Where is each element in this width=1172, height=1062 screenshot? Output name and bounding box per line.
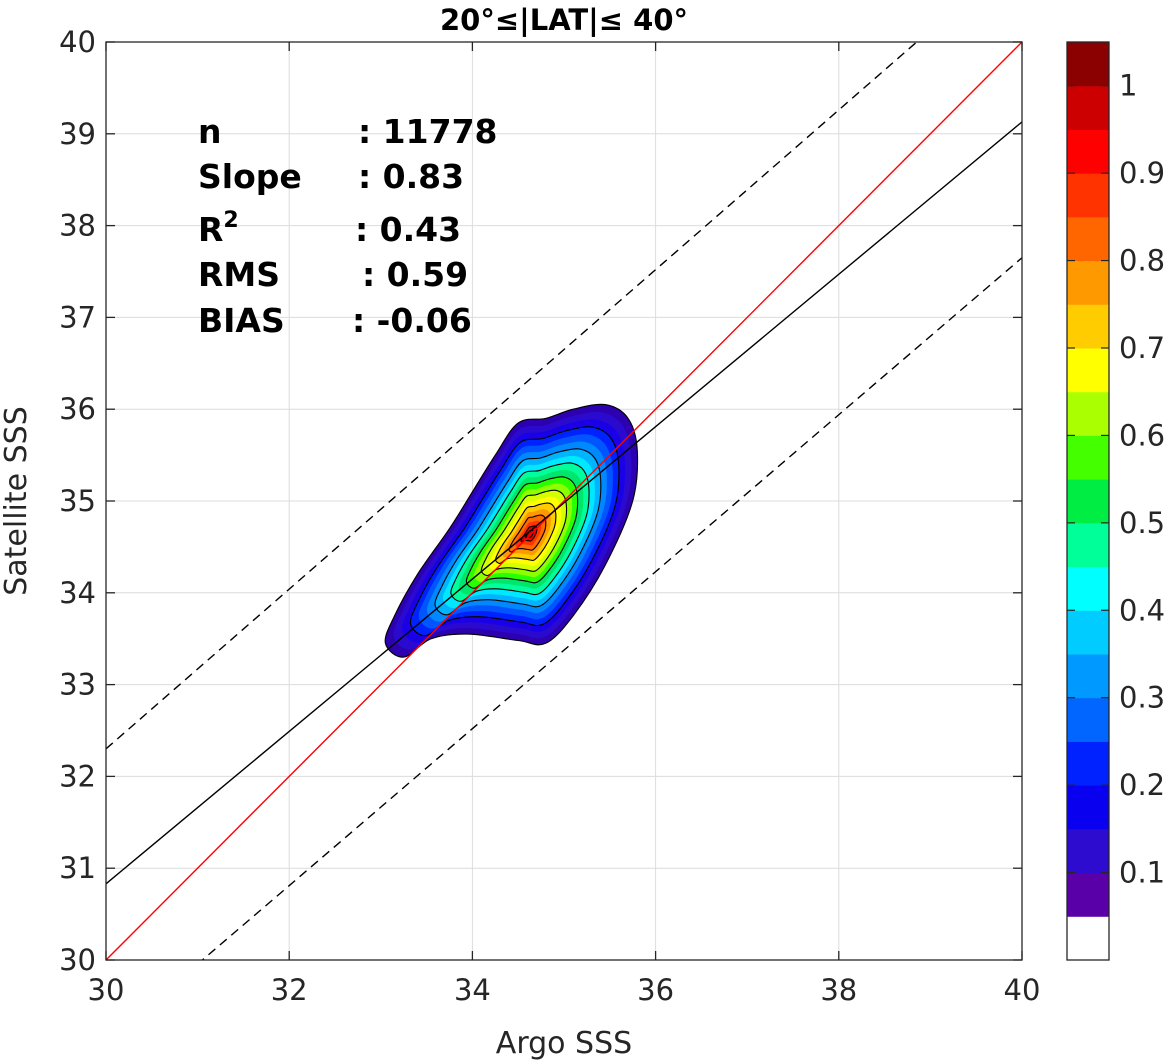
colorbar-frame	[1066, 41, 1110, 961]
colorbar-band	[1067, 260, 1109, 305]
colorbar-tick-label: 0.5	[1119, 506, 1165, 540]
colorbar-band	[1067, 304, 1109, 349]
colorbar-band	[1067, 522, 1109, 568]
lower-bound-line	[201, 257, 1022, 960]
stat-value: : 11778	[358, 112, 498, 151]
colorbar-band	[1067, 785, 1109, 830]
colorbar-tick-label: 0.2	[1119, 768, 1165, 802]
stat-value: : 0.59	[362, 255, 468, 294]
y-tick-label: 38	[59, 209, 96, 243]
stat-value: : 0.43	[355, 210, 461, 249]
stat-value: : 0.83	[358, 157, 464, 196]
colorbar-band	[1067, 129, 1109, 174]
density-level	[525, 529, 534, 539]
colorbar-band	[1067, 654, 1109, 699]
colorbar-band	[1067, 566, 1109, 611]
reference-lines	[106, 42, 1022, 960]
stat-label: RMS	[198, 255, 280, 294]
y-tick-label: 37	[59, 300, 96, 334]
x-tick-label: 38	[820, 973, 857, 1007]
colorbar-tick-label: 0.1	[1119, 856, 1165, 890]
x-axis-label: Argo SSS	[496, 1026, 632, 1061]
y-tick-label: 32	[59, 759, 96, 793]
y-tick-label: 36	[59, 392, 96, 426]
x-tick-label: 34	[454, 973, 491, 1007]
colorbar-band	[1067, 216, 1109, 262]
colorbar-tick-label: 0.3	[1119, 681, 1165, 715]
stat-label: n	[198, 112, 222, 151]
stat-label: Slope	[198, 157, 302, 196]
y-tick-label: 31	[59, 851, 96, 885]
y-tick-label: 39	[59, 117, 96, 151]
colorbar-band	[1067, 85, 1109, 130]
y-tick-label: 35	[59, 484, 96, 518]
colorbar-band	[1067, 42, 1109, 87]
colorbar-tick-label: 0.4	[1119, 593, 1165, 627]
colorbar-band	[1067, 610, 1109, 655]
y-tick-label: 40	[59, 25, 96, 59]
colorbar-band	[1067, 173, 1109, 218]
one-to-one-line	[106, 42, 1022, 960]
upper-bound-line	[106, 42, 918, 750]
colorbar-tick-label: 0.6	[1119, 418, 1165, 452]
colorbar-band	[1067, 872, 1109, 917]
colorbar-band	[1067, 697, 1109, 742]
colorbar-band	[1067, 741, 1109, 786]
colorbar-band	[1067, 479, 1109, 524]
y-tick-label: 33	[59, 668, 96, 702]
y-tick-label: 30	[59, 943, 96, 977]
axis-ticks: 30 32 34 36 38 40 30 31 32 33 34 35 36 37 38 39 40	[59, 25, 1040, 1007]
colorbar-tick-label: 0.7	[1119, 331, 1165, 365]
colorbar-band	[1067, 828, 1109, 874]
fit-line	[106, 121, 1022, 885]
colorbar-band	[1067, 916, 1109, 961]
colorbar-band	[1067, 391, 1109, 436]
colorbar-tick-label: 0.9	[1119, 156, 1165, 190]
stat-value: : -0.06	[352, 301, 472, 340]
colorbar-band	[1067, 348, 1109, 393]
colorbar: 1 0.9 0.8 0.7 0.6 0.5 0.4 0.3 0.2 0.1	[1066, 41, 1165, 961]
colorbar-tick-label: 0.8	[1119, 244, 1165, 278]
colorbar-band	[1067, 435, 1109, 480]
x-tick-label: 32	[271, 973, 308, 1007]
stat-label-superscript: 2	[223, 208, 238, 233]
colorbar-tick-label: 1	[1119, 69, 1137, 103]
y-axis-label: Satellite SSS	[0, 406, 34, 596]
x-tick-label: 40	[1004, 973, 1041, 1007]
x-tick-label: 36	[637, 973, 674, 1007]
chart-title: 20°≤|LAT|≤ 40°	[440, 3, 688, 37]
stat-label: BIAS	[198, 301, 285, 340]
x-tick-label: 30	[88, 973, 125, 1007]
y-tick-label: 34	[59, 576, 96, 610]
